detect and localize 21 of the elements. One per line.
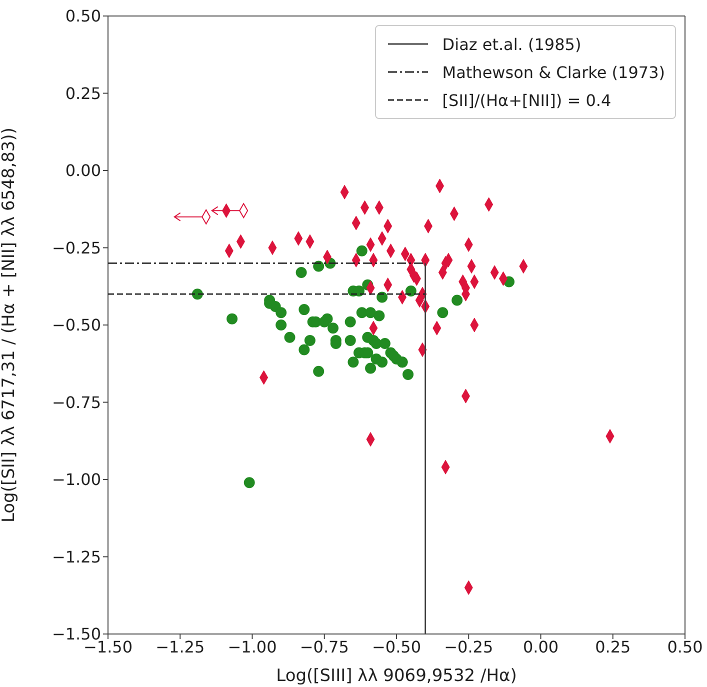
x-tick-label: −0.50 bbox=[372, 637, 422, 656]
y-tick-label: 0.50 bbox=[65, 6, 101, 26]
x-tick-label: −0.25 bbox=[444, 637, 494, 656]
y-tick-label: −1.00 bbox=[52, 470, 101, 490]
legend-label: Diaz et.al. (1985) bbox=[442, 34, 582, 54]
y-tick-label: −0.50 bbox=[52, 316, 101, 335]
y-axis-title: Log([SII] λλ 6717,31 / (Hα + [NII] λλ 6548,83)) bbox=[0, 127, 20, 523]
x-tick-label: 0.25 bbox=[595, 637, 631, 656]
y-tick-label: 0.00 bbox=[65, 161, 101, 180]
legend-label: [SII]/(Hα+[NII]) = 0.4 bbox=[442, 90, 612, 110]
y-tick-label: −0.25 bbox=[52, 238, 101, 258]
y-tick-label: 0.25 bbox=[65, 84, 101, 103]
x-tick-label: −0.75 bbox=[300, 637, 349, 656]
y-tick-label: −0.75 bbox=[52, 392, 101, 412]
x-tick-label: 0.50 bbox=[667, 637, 703, 656]
x-tick-label: −1.00 bbox=[228, 637, 277, 656]
x-tick-label: −1.25 bbox=[156, 637, 205, 656]
x-axis-title: Log([SIII] λλ 9069,9532 /Hα) bbox=[276, 666, 517, 686]
x-tick-label: 0.00 bbox=[522, 637, 559, 656]
legend-label: Mathewson & Clarke (1973) bbox=[442, 62, 665, 82]
y-tick-label: −1.25 bbox=[52, 547, 101, 566]
